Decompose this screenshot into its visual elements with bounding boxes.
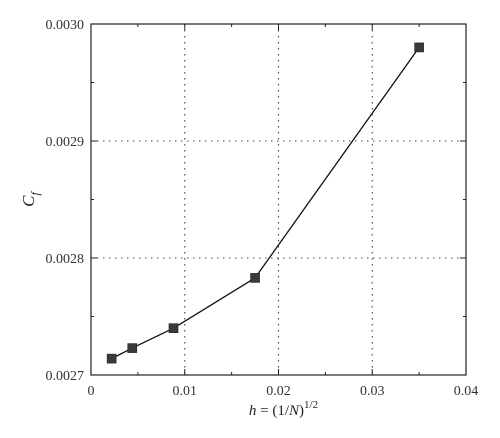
axis-ticks	[90, 23, 467, 376]
data-point	[414, 42, 424, 53]
data-point	[168, 323, 179, 334]
x-axis-label: h = (1/N)1/2	[249, 399, 318, 419]
x-tick-label: 0.01	[173, 384, 198, 399]
x-axis-close: )	[299, 403, 304, 419]
x-tick-label: 0.02	[266, 384, 291, 399]
data-point	[106, 353, 117, 364]
grid-lines	[91, 24, 466, 375]
y-axis-subscript: f	[28, 191, 42, 196]
y-tick-label: 0.0030	[46, 18, 85, 33]
data-point	[250, 273, 260, 283]
y-tick-label: 0.0029	[46, 135, 85, 150]
y-tick-label: 0.0028	[46, 252, 85, 267]
x-axis-exponent: 1/2	[304, 399, 318, 411]
data-point	[127, 343, 138, 353]
x-tick-label: 0.03	[360, 384, 385, 399]
y-axis-label: Cf	[19, 191, 42, 207]
tick-labels: 0 0.01 0.02 0.03 0.04 0.0027 0.0028 0.0029 0.003…	[46, 18, 479, 399]
data-markers	[106, 42, 424, 364]
y-axis-main: C	[19, 195, 38, 207]
x-tick-label: 0	[88, 384, 95, 399]
x-axis-var: N	[288, 403, 300, 419]
y-tick-label: 0.0027	[46, 369, 85, 384]
series-line	[111, 47, 420, 360]
x-tick-label: 0.04	[454, 384, 479, 399]
